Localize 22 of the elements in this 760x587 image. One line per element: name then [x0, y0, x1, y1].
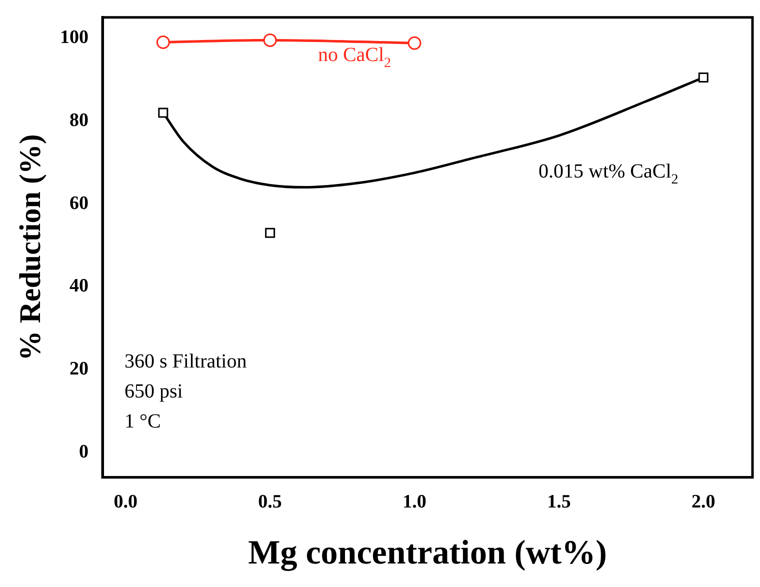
point — [158, 108, 168, 118]
y-tick-label: 60 — [70, 192, 88, 214]
annotation: 360 s Filtration — [124, 350, 247, 372]
point — [698, 72, 708, 82]
x-tick-label: 1.0 — [402, 492, 426, 513]
y-tick-label: 0 — [79, 441, 88, 462]
point — [408, 36, 422, 50]
x-tick-label: 2.0 — [692, 492, 716, 513]
y-axis-title: % Reduction (%) — [14, 134, 47, 361]
y-tick-label: 20 — [70, 358, 88, 380]
point — [265, 228, 276, 238]
y-tick-label: 80 — [70, 110, 88, 131]
y-tick-label: 100 — [60, 27, 88, 48]
x-tick-label: 0.5 — [258, 492, 282, 513]
x-axis-title: Mg concentration (wt%) — [248, 534, 607, 572]
annotation: 1 °C — [124, 410, 161, 432]
x-tick-label: 0.0 — [114, 492, 138, 513]
x-tick-label: 1.5 — [547, 492, 571, 513]
y-tick-label: 40 — [70, 276, 88, 297]
annotation: 650 psi — [124, 380, 184, 402]
point — [156, 36, 170, 50]
point — [263, 33, 277, 47]
